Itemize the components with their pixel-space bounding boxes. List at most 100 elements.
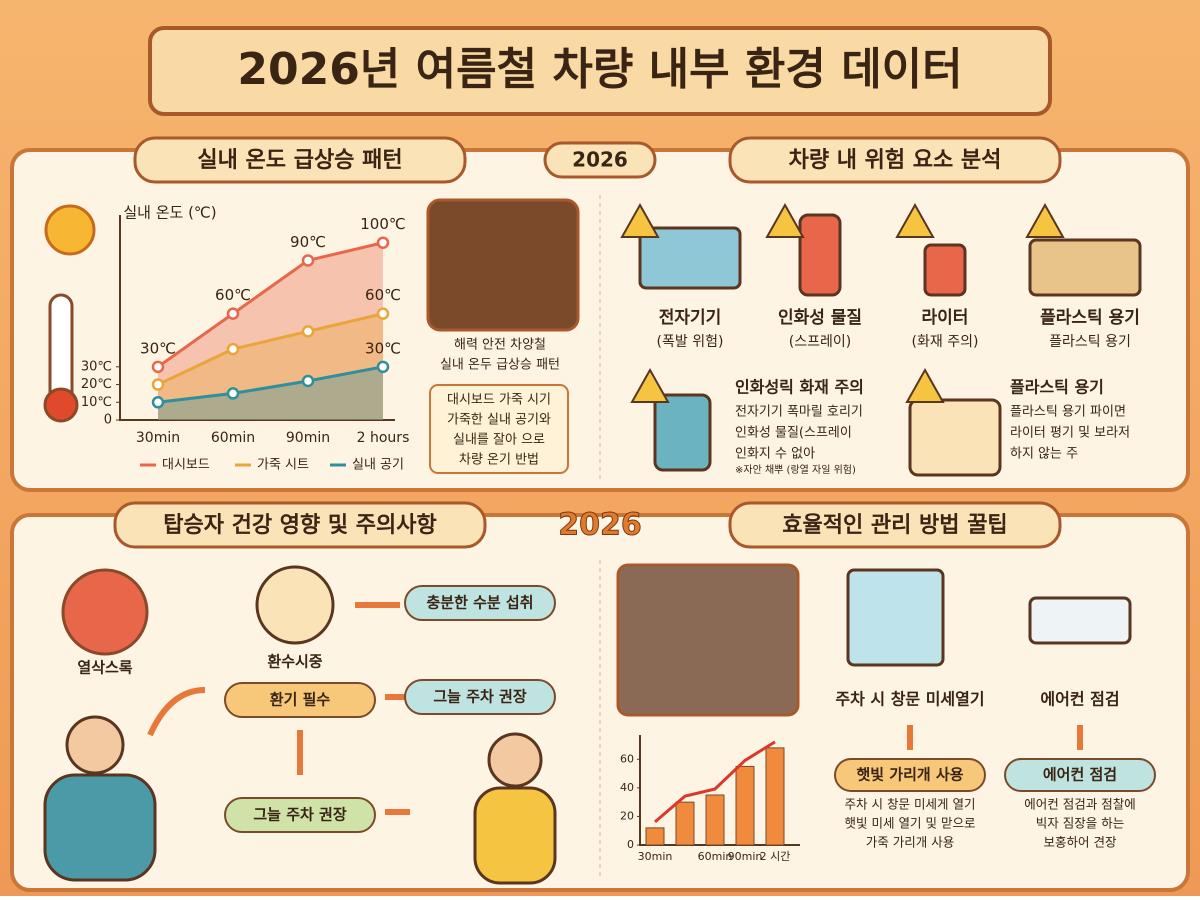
data-label: 30℃ bbox=[140, 339, 176, 357]
area bbox=[158, 242, 383, 420]
label: 열삭스록 bbox=[77, 659, 132, 677]
warning bbox=[905, 367, 945, 403]
ribbon bbox=[728, 136, 1062, 184]
y-tick-label: 0 bbox=[104, 413, 112, 428]
label: 에어컨 점검 bbox=[1043, 766, 1117, 784]
bottle-icon bbox=[908, 398, 1002, 477]
pill bbox=[404, 679, 556, 715]
title-banner bbox=[148, 26, 1052, 116]
trend-line bbox=[654, 740, 776, 823]
heat-icon bbox=[61, 568, 149, 656]
window-icon bbox=[846, 568, 945, 667]
label: 대시보드 가죽 시기 bbox=[447, 393, 551, 408]
point bbox=[376, 307, 390, 320]
ribbons bbox=[113, 136, 1062, 549]
monitor-icon bbox=[638, 226, 742, 290]
y-tick-label: 20℃ bbox=[81, 377, 112, 392]
label: 가죽한 실내 공기와 bbox=[447, 413, 551, 428]
line bbox=[157, 241, 384, 369]
data-label: 60℃ bbox=[365, 286, 401, 304]
label: 에어컨 점검과 점찰에 bbox=[1024, 797, 1135, 812]
label: 전자기기 폭마릴 호리기 bbox=[735, 405, 863, 420]
arrow bbox=[147, 687, 206, 737]
y-tick-label: 30℃ bbox=[81, 359, 112, 374]
pill bbox=[404, 585, 556, 621]
label: 환기 필수 bbox=[270, 691, 331, 709]
label: 빅자 짐장을 하는 bbox=[1036, 816, 1124, 831]
label: 플라스틱 용기 bbox=[1049, 334, 1131, 350]
aircon-icon bbox=[1028, 596, 1132, 645]
point bbox=[151, 396, 165, 409]
label: (폭발 위험) bbox=[657, 334, 724, 350]
heading: 차량 내 위험 요소 분석 bbox=[789, 147, 1002, 173]
person bbox=[473, 786, 557, 885]
warning-icons bbox=[620, 202, 1065, 403]
label: 플라스틱 용기 bbox=[1010, 378, 1104, 397]
risk-icons bbox=[638, 213, 1142, 477]
x-tick-label: 30min bbox=[638, 850, 673, 863]
data-label: 100℃ bbox=[360, 215, 405, 233]
bar bbox=[735, 765, 755, 846]
ribbon bbox=[728, 501, 1062, 549]
warning bbox=[1025, 202, 1065, 238]
line bbox=[157, 312, 384, 386]
label: 실내 온두 급상승 패턴 bbox=[440, 358, 560, 373]
badge-text: 2026 bbox=[572, 148, 628, 172]
x-tick-label: 2 hours bbox=[357, 430, 410, 446]
person bbox=[487, 732, 543, 788]
spray-icon bbox=[798, 213, 842, 297]
point bbox=[151, 378, 165, 391]
point bbox=[226, 307, 240, 320]
x-tick-label: 60min bbox=[698, 850, 733, 863]
warning bbox=[765, 202, 805, 238]
y-tick-label: 20 bbox=[620, 809, 634, 822]
label: 플라스틱 용기 파이면 bbox=[1010, 405, 1126, 420]
label: ※자안 채뿌 (랑열 자일 위험) bbox=[735, 463, 856, 476]
arrows bbox=[147, 602, 1083, 815]
car-photo bbox=[426, 198, 580, 332]
label: 주차 시 창문 미세게 열기 bbox=[845, 797, 976, 812]
person bbox=[65, 715, 125, 775]
legend-label: 가죽 시트 bbox=[257, 458, 309, 473]
label: 플라스틱 용기 bbox=[1040, 308, 1140, 328]
label: 보홍하어 견장 bbox=[1044, 835, 1117, 850]
x-tick-label: 90min bbox=[286, 430, 330, 446]
pill bbox=[1004, 758, 1156, 792]
x-tick-label: 30min bbox=[136, 430, 180, 446]
label: 인화성 물질(스프레이 bbox=[735, 426, 852, 441]
label: 인화지 수 없아 bbox=[735, 447, 815, 462]
lighter-icon bbox=[923, 243, 967, 297]
note-box bbox=[429, 384, 569, 474]
data-label: 90℃ bbox=[290, 233, 326, 251]
label: 그늘 주차 권장 bbox=[433, 688, 526, 706]
label: 그늘 주차 권장 bbox=[253, 806, 346, 824]
point bbox=[301, 254, 315, 267]
bar bbox=[705, 794, 725, 846]
heading: 효율적인 관리 방법 꿀팁 bbox=[782, 513, 1007, 538]
x-tick-label: 2 시간 bbox=[760, 850, 791, 863]
legend-label: 대시보드 bbox=[162, 458, 210, 473]
label: 전자기기 bbox=[659, 308, 722, 328]
ribbon bbox=[113, 501, 487, 549]
point bbox=[301, 374, 315, 388]
bar bbox=[675, 801, 695, 846]
y-tick-label: 60 bbox=[620, 752, 634, 765]
label: 에어컨 점검 bbox=[1040, 690, 1119, 709]
person bbox=[255, 565, 335, 645]
label: 가죽 가리개 사용 bbox=[866, 835, 954, 850]
warning bbox=[620, 202, 660, 238]
heading: 탑승자 건강 영향 및 주의사항 bbox=[163, 513, 437, 538]
area bbox=[158, 313, 383, 420]
label: 해력 안전 차양철 bbox=[454, 338, 546, 353]
data-label: 30℃ bbox=[365, 339, 401, 357]
label: (스프레이) bbox=[789, 334, 851, 350]
heading: 실내 온도 급상승 패턴 bbox=[197, 148, 402, 173]
point bbox=[226, 342, 240, 356]
label: 인화성 물질 bbox=[778, 307, 862, 328]
label: 주차 시 창문 미세열기 bbox=[835, 690, 984, 709]
point bbox=[151, 360, 165, 374]
label: 차량 온기 반법 bbox=[459, 453, 539, 468]
ribbon bbox=[133, 136, 467, 184]
sun-icon bbox=[44, 204, 96, 256]
